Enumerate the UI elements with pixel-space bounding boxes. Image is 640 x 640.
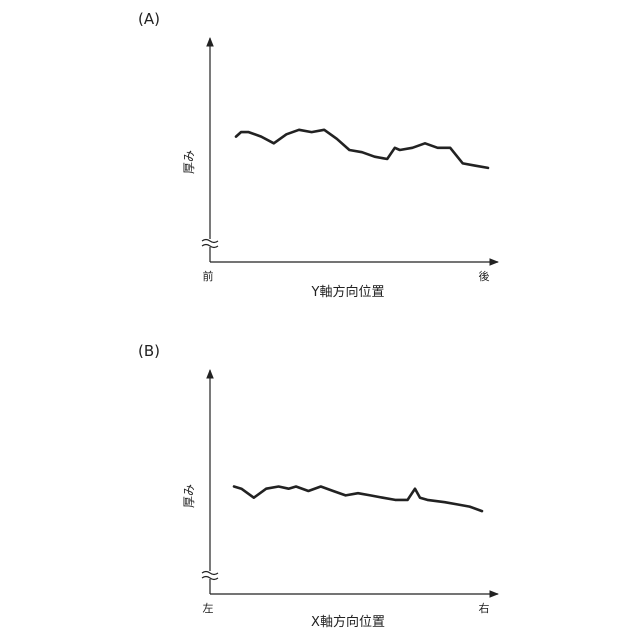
panel-a: (A) 厚み 前 後 Y軸方向位置 bbox=[138, 10, 498, 300]
y-axis-title-a: 厚み bbox=[182, 150, 196, 174]
x-axis-title-a: Y軸方向位置 bbox=[311, 284, 385, 300]
series-line-a bbox=[236, 130, 488, 168]
axis-break-b bbox=[202, 571, 218, 580]
x-start-label-a: 前 bbox=[203, 269, 214, 283]
x-end-label-a: 後 bbox=[479, 269, 490, 283]
x-start-label-b: 左 bbox=[203, 602, 214, 615]
x-end-label-b: 右 bbox=[479, 601, 490, 615]
axis-break-a bbox=[202, 239, 218, 248]
panel-label-b: (B) bbox=[138, 342, 160, 360]
panel-b: (B) 厚み 左 右 X軸方向位置 bbox=[138, 342, 498, 630]
x-axis-title-b: X軸方向位置 bbox=[311, 614, 385, 630]
series-line-b bbox=[234, 487, 482, 512]
y-axis-title-b: 厚み bbox=[182, 484, 196, 508]
panel-label-a: (A) bbox=[138, 10, 160, 28]
